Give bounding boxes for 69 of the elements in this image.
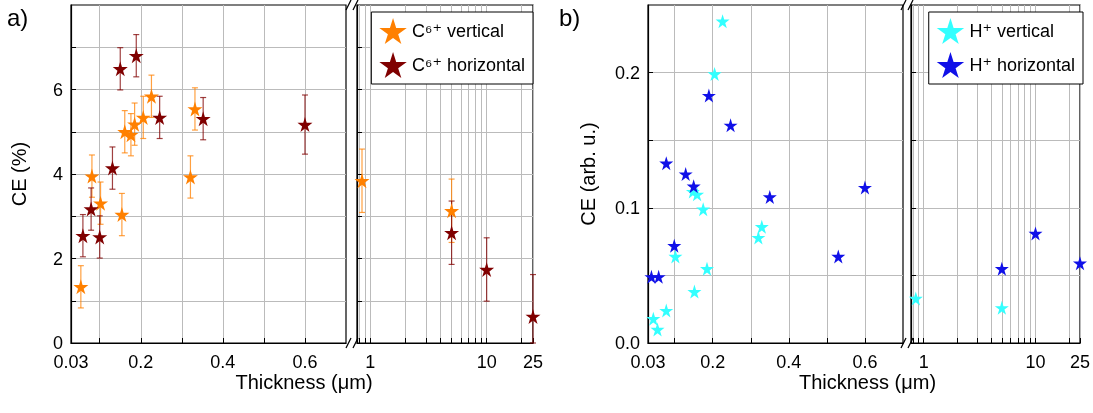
y-tick-label: 0.2 bbox=[614, 62, 640, 83]
point bbox=[195, 111, 211, 127]
point bbox=[831, 249, 846, 264]
point bbox=[182, 169, 198, 185]
point bbox=[93, 195, 109, 211]
point bbox=[84, 168, 100, 184]
point bbox=[668, 249, 683, 264]
chart-title: b) bbox=[559, 3, 581, 31]
point bbox=[297, 117, 313, 133]
x-tick-label: 0.4 bbox=[210, 352, 236, 372]
x-tick-label: 0.03 bbox=[630, 352, 666, 372]
x-tick-label: 1 bbox=[918, 352, 929, 372]
x-tick-label: 10 bbox=[1025, 352, 1046, 372]
point bbox=[187, 101, 203, 117]
point bbox=[857, 180, 872, 195]
point bbox=[678, 167, 693, 181]
point bbox=[143, 88, 159, 104]
point bbox=[723, 118, 738, 133]
point bbox=[751, 230, 766, 245]
x-tick-label: 0.6 bbox=[292, 352, 318, 372]
point bbox=[667, 238, 682, 253]
x-axis-title: Thickness (μm) bbox=[235, 371, 373, 393]
x-tick-label: 0.2 bbox=[128, 352, 154, 372]
point bbox=[762, 189, 777, 204]
point bbox=[75, 228, 91, 244]
y-tick-label: 2 bbox=[52, 248, 63, 269]
y-tick-label: 4 bbox=[52, 164, 63, 184]
point bbox=[650, 322, 665, 337]
point bbox=[659, 156, 674, 171]
point bbox=[701, 88, 716, 103]
point bbox=[699, 261, 714, 276]
y-tick-label: 6 bbox=[52, 79, 63, 100]
x-tick-label: 10 bbox=[476, 352, 497, 372]
point bbox=[128, 48, 144, 64]
point bbox=[715, 14, 730, 29]
y-tick-label: 0.1 bbox=[614, 197, 640, 218]
x-axis-title: Thickness (μm) bbox=[798, 371, 937, 393]
x-tick-label: 25 bbox=[1069, 352, 1090, 372]
y-axis-title: CE (%) bbox=[8, 141, 30, 207]
point bbox=[696, 202, 711, 217]
y-tick-label: 0.0 bbox=[614, 333, 640, 353]
point bbox=[135, 109, 151, 125]
x-tick-label: 0.4 bbox=[776, 352, 802, 372]
legend-label: C⁶⁺ horizontal bbox=[412, 55, 526, 75]
point bbox=[707, 66, 722, 81]
point bbox=[686, 179, 701, 194]
point bbox=[646, 311, 661, 326]
legend-label: H⁺ horizontal bbox=[969, 55, 1076, 75]
x-tick-label: 0.03 bbox=[53, 352, 89, 372]
legend-label: C⁶⁺ vertical bbox=[412, 21, 504, 41]
y-axis-title: CE (arb. u.) bbox=[577, 122, 599, 226]
legend-label: H⁺ vertical bbox=[969, 21, 1054, 41]
point bbox=[73, 279, 89, 295]
point bbox=[659, 303, 674, 318]
x-tick-label: 25 bbox=[522, 352, 543, 372]
point bbox=[92, 229, 108, 245]
chart-title: a) bbox=[7, 3, 29, 31]
x-tick-label: 0.6 bbox=[852, 352, 878, 372]
point bbox=[152, 109, 168, 125]
x-tick-label: 1 bbox=[365, 352, 376, 372]
point bbox=[83, 201, 99, 217]
point bbox=[687, 284, 702, 299]
point bbox=[754, 219, 769, 234]
point bbox=[114, 207, 130, 223]
y-tick-label: 0 bbox=[52, 333, 63, 353]
point bbox=[112, 61, 128, 77]
point bbox=[651, 269, 666, 284]
point bbox=[104, 160, 120, 176]
x-tick-label: 0.2 bbox=[700, 352, 726, 372]
